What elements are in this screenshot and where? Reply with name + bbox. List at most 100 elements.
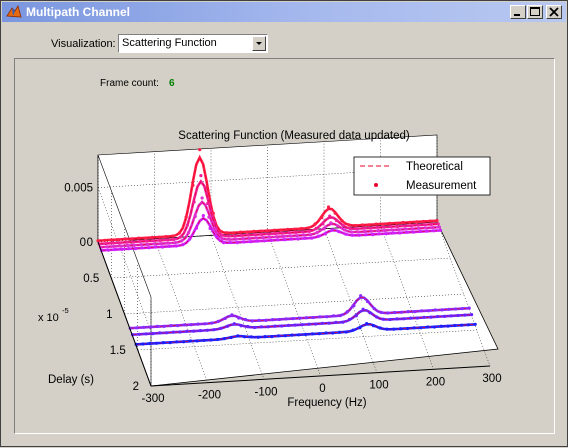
measurement-point xyxy=(172,237,176,241)
measurement-point xyxy=(391,231,395,235)
measurement-point xyxy=(318,315,322,319)
measurement-point xyxy=(245,230,249,234)
measurement-point xyxy=(323,232,327,236)
measurement-point xyxy=(280,324,284,328)
measurement-point xyxy=(175,340,179,344)
measurement-point xyxy=(320,321,324,325)
maximize-button[interactable] xyxy=(527,5,543,19)
measurement-point xyxy=(345,310,349,314)
legend-measurement-swatch xyxy=(374,183,378,187)
measurement-point xyxy=(246,233,250,237)
measurement-point xyxy=(261,236,265,240)
measurement-point xyxy=(304,316,309,320)
measurement-point xyxy=(280,231,284,235)
measurement-point xyxy=(127,247,131,251)
measurement-point xyxy=(302,233,306,237)
measurement-point xyxy=(342,228,347,232)
measurement-point xyxy=(463,313,467,317)
measurement-point xyxy=(111,241,115,245)
measurement-point xyxy=(270,335,274,339)
measurement-point xyxy=(354,314,358,318)
measurement-point xyxy=(176,324,180,328)
measurement-point xyxy=(148,325,153,329)
measurement-point xyxy=(287,231,291,235)
minimize-icon xyxy=(514,14,520,16)
measurement-point xyxy=(364,233,368,237)
measurement-point xyxy=(325,315,329,319)
measurement-point xyxy=(399,327,403,331)
y-axis-line xyxy=(97,241,152,387)
measurement-point xyxy=(234,237,238,241)
measurement-point xyxy=(432,229,436,233)
measurement-point xyxy=(96,239,100,243)
measurement-point xyxy=(171,330,175,334)
measurement-point xyxy=(228,240,232,245)
dropdown-arrow-button[interactable] xyxy=(252,36,266,51)
measurement-point xyxy=(365,322,369,326)
close-button[interactable] xyxy=(546,5,562,19)
measurement-point xyxy=(381,222,385,226)
measurement-point xyxy=(372,307,376,311)
measurement-point xyxy=(230,313,234,317)
measurement-point xyxy=(449,314,453,318)
measurement-point xyxy=(350,233,354,237)
y-axis-exponent: x 10 xyxy=(38,312,59,324)
scattering-surface xyxy=(96,148,477,346)
measurement-point xyxy=(161,341,165,345)
measurement-point xyxy=(442,314,447,318)
measurement-point xyxy=(460,323,464,327)
x-tick-label: 100 xyxy=(369,380,388,392)
measurement-point xyxy=(336,224,340,228)
measurement-point xyxy=(466,323,470,327)
measurement-point xyxy=(273,324,277,328)
measurement-point xyxy=(225,324,230,328)
measurement-point xyxy=(222,241,226,245)
measurement-point xyxy=(315,230,319,234)
minimize-button[interactable] xyxy=(510,5,526,19)
measurement-point xyxy=(405,326,409,331)
measurement-point xyxy=(133,247,138,251)
measurement-point xyxy=(413,310,417,314)
measurement-point xyxy=(201,214,205,218)
measurement-point xyxy=(299,226,303,231)
measurement-point xyxy=(194,226,199,230)
measurement-point xyxy=(333,211,337,215)
title-bar[interactable]: Multipath Channel xyxy=(2,2,566,22)
measurement-point xyxy=(386,311,390,315)
measurement-point xyxy=(200,196,204,200)
measurement-point xyxy=(355,227,359,231)
measurement-point xyxy=(341,224,345,228)
measurement-point xyxy=(120,247,124,251)
measurement-point xyxy=(322,227,326,231)
measurement-point xyxy=(425,229,429,233)
measurement-point xyxy=(195,339,199,343)
measurement-point xyxy=(348,226,352,230)
measurement-point xyxy=(279,228,283,232)
measurement-point xyxy=(384,232,388,236)
y-axis-exponent-power: -5 xyxy=(62,306,69,315)
measurement-point xyxy=(436,314,440,319)
measurement-point xyxy=(415,316,419,320)
measurement-point xyxy=(165,238,169,242)
measurement-point xyxy=(272,228,276,232)
measurement-point xyxy=(334,218,339,223)
measurement-point xyxy=(259,229,263,233)
measurement-point xyxy=(283,334,287,338)
legend-box xyxy=(353,156,491,196)
measurement-point xyxy=(363,229,367,234)
plot-panel xyxy=(14,58,555,434)
measurement-point xyxy=(359,294,363,298)
measurement-point xyxy=(208,226,212,230)
measurement-point xyxy=(151,332,155,336)
frame-count-label: Frame count: xyxy=(100,78,159,89)
measurement-point xyxy=(402,224,406,228)
measurement-point xyxy=(257,318,261,322)
measurement-point xyxy=(439,228,443,232)
measurement-point xyxy=(140,246,144,250)
measurement-point xyxy=(395,317,399,321)
measurement-point xyxy=(375,225,379,229)
visualization-dropdown[interactable]: Scattering Function xyxy=(118,34,268,53)
measurement-point xyxy=(357,233,361,237)
measurement-point xyxy=(385,327,389,331)
measurement-point xyxy=(352,304,356,308)
